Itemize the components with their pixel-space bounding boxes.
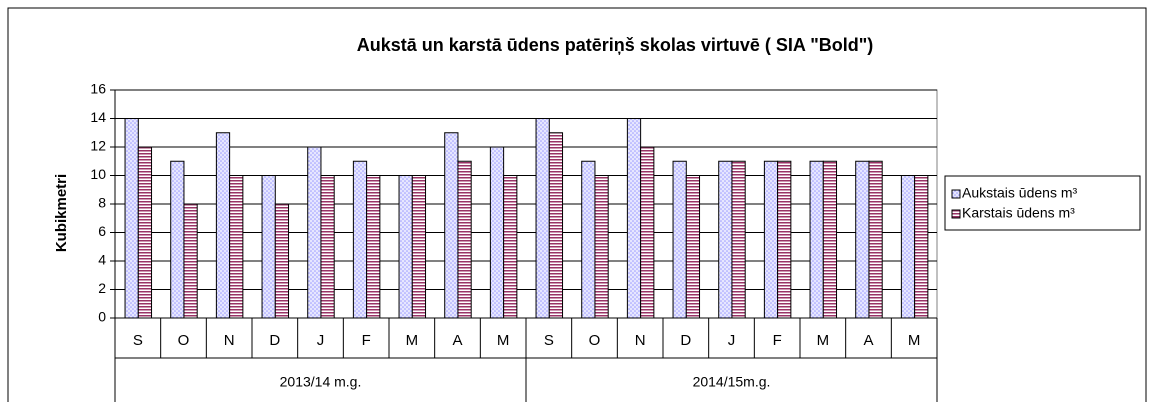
y-axis-label: Kubikmetri [53,174,70,252]
bar [581,160,596,319]
bar [274,203,290,319]
bar [444,132,459,319]
group-label: 2013/14 m.g. [280,374,362,390]
x-tick-label: N [224,332,235,349]
legend [944,175,1141,231]
x-tick-label: S [133,332,143,349]
bar [137,146,153,319]
x-tick-label: A [452,332,462,349]
x-tick-label: J [317,332,325,349]
bar [718,160,733,319]
x-tick-label: F [773,332,782,349]
bar [900,175,916,319]
bar [489,146,505,319]
y-tick-label: 12 [90,138,106,154]
y-tick-label: 2 [98,280,106,296]
bar [548,132,564,319]
x-tick-label: F [362,332,371,349]
bar [672,160,687,319]
bar [215,132,231,319]
bar [307,146,322,319]
x-tick-label: S [544,332,554,349]
bar [535,118,550,319]
bar [411,175,427,319]
bar [685,175,701,319]
x-tick-label: D [269,332,280,349]
y-tick-label: 16 [90,81,106,97]
bar [731,160,746,319]
y-tick-label: 10 [90,166,106,182]
bar [398,175,413,319]
bar [626,118,642,319]
bar [868,160,883,319]
bar [352,160,368,319]
bar [809,160,824,319]
legend-swatch [951,209,961,219]
bar [763,160,779,319]
y-tick-label: 8 [98,195,106,211]
x-tick-label: O [589,332,601,349]
x-tick-label: D [680,332,691,349]
x-tick-label: M [908,332,921,349]
bar [183,203,198,319]
y-tick-label: 14 [90,109,106,125]
chart-title: Aukstā un karstā ūdens patēriņš skolas v… [357,35,874,55]
y-tick-label: 4 [98,252,106,268]
x-tick-label: M [406,332,419,349]
y-tick-label: 0 [98,309,106,325]
legend-label: Aukstais ūdens m³ [962,185,1077,201]
group-label: 2014/15m.g. [693,374,771,390]
bar [366,175,381,319]
legend-label: Karstais ūdens m³ [962,205,1075,221]
bar [457,160,472,319]
bar [229,175,244,319]
bar [855,160,870,319]
x-tick-label: M [817,332,830,349]
bar [640,146,655,319]
x-tick-label: M [497,332,510,349]
x-tick-label: J [728,332,736,349]
bar [261,175,276,319]
x-tick-label: A [863,332,873,349]
bar [822,160,838,319]
y-tick-label: 6 [98,223,106,239]
bar [170,160,185,319]
bar [320,175,335,319]
bar [594,175,609,319]
bar [914,175,929,319]
bar [503,175,518,319]
legend-swatch [951,189,961,199]
x-tick-label: N [635,332,646,349]
bar [124,118,139,319]
x-tick-label: O [178,332,190,349]
bar [777,160,792,319]
